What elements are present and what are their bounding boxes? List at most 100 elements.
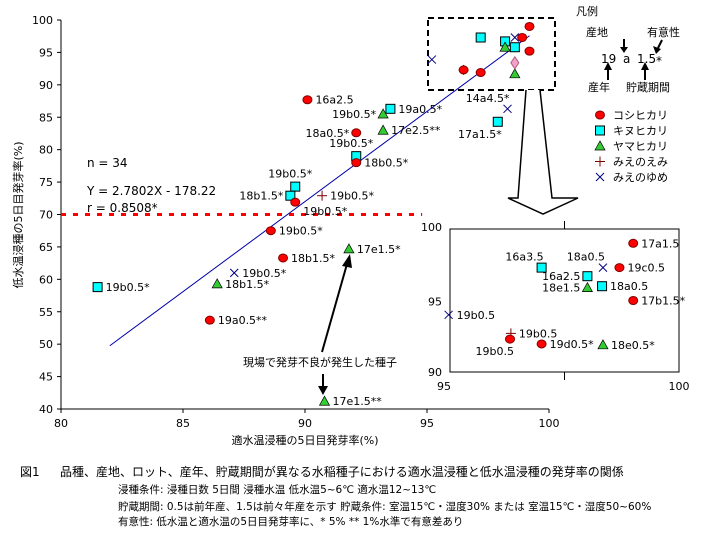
point-label: 18b1.5* (239, 190, 283, 203)
point-label: 16a2.5 (315, 94, 353, 107)
mienoyume-marker (595, 172, 605, 182)
mienoyume-marker (503, 104, 512, 114)
y-tick-label: 40 (39, 403, 53, 416)
inset-data-point: 18a0.5 (567, 251, 608, 272)
data-point: 19b0.5* (265, 225, 323, 238)
legend-title: 凡例 (576, 4, 598, 18)
point-label: 17a1.5 (641, 237, 679, 250)
data-point: 14a4.5* (466, 92, 512, 114)
inset-data-point: 17b1.5* (628, 295, 686, 308)
legend-item-label: ヤマヒカリ (613, 140, 668, 153)
koshihikari-marker (475, 68, 486, 78)
annotation-text: 現場で発芽不良が発生した種子 (243, 355, 397, 369)
point-label: 19b0.5* (268, 168, 312, 181)
legend-item-mienoemi: みえのえみ (595, 156, 668, 169)
koshihikari-marker (536, 339, 547, 349)
koshihikari-marker (524, 46, 535, 56)
yamahikari-marker (594, 140, 606, 151)
caption-figure-number: 図1 (20, 465, 40, 479)
mienoemi-marker (595, 156, 605, 167)
data-point (509, 68, 521, 79)
legend-key-year-label: 産年 (588, 80, 610, 94)
y-tick-label: 70 (39, 209, 53, 222)
data-point: 19b0.5* (317, 190, 375, 203)
x-axis-title: 適水温浸種の5日目発芽率(%) (231, 433, 378, 447)
point-label: 17b1.5* (641, 295, 685, 308)
data-point: 19a0.5* (385, 103, 443, 116)
data-point: 17e1.5** (318, 395, 383, 408)
point-label: 19b0.5* (279, 225, 323, 238)
data-point (524, 21, 535, 31)
inset-data-point: 17a1.5 (628, 237, 679, 250)
regression-line (109, 35, 530, 347)
kinuhikari-marker (595, 125, 605, 136)
data-point (458, 65, 469, 75)
inset-data-point: 19d0.5* (536, 338, 594, 351)
data-point (499, 41, 511, 52)
inset-data-point: 19b0.5 (476, 334, 515, 358)
point-label: 17e1.5** (333, 395, 383, 408)
kinuhikari-marker (385, 103, 396, 114)
kinuhikari-marker (285, 190, 296, 201)
point-label: 18b0.5* (364, 157, 408, 170)
legend-item-label: キヌヒカリ (613, 125, 668, 138)
data-point: 17e1.5* (343, 243, 401, 256)
legend: 凡例 産地 有意性 19 a 1.5 * 産年 貯蔵期間 コシヒカリキヌヒカリヤ… (576, 4, 680, 184)
kinuhikari-marker (475, 32, 486, 43)
inset-data-point: 18a0.5 (597, 280, 648, 293)
koshihikari-marker (351, 128, 362, 138)
koshihikari-marker (524, 21, 535, 31)
zoom-arrow (507, 89, 579, 215)
point-label: 19b0.5* (303, 205, 347, 218)
y-tick-label: 55 (39, 306, 53, 319)
mienoemi-marker (317, 190, 328, 201)
inset-y-tick-label: 90 (428, 366, 442, 379)
legend-item-mienoyume: みえのゆめ (595, 171, 668, 184)
data-point: 19a0.5** (204, 314, 268, 327)
annotation-arrow-up (321, 254, 352, 353)
yamahikari-marker (211, 278, 223, 289)
inset-data-point: 19c0.5 (614, 262, 665, 275)
n-label: n = 34 (87, 156, 128, 170)
data-point: 19b0.5* (229, 267, 287, 280)
legend-item-label: みえのえみ (613, 156, 668, 169)
data-point: 16a2.5 (302, 94, 354, 107)
x-tick-label: 95 (420, 417, 434, 430)
legend-key-arrows (604, 39, 663, 80)
annotation-arrow-down (318, 374, 328, 395)
data-point (517, 33, 528, 43)
y-tick-label: 65 (39, 241, 53, 254)
x-tick-label: 100 (539, 417, 560, 430)
y-tick-label: 75 (39, 176, 53, 189)
point-label: 16a3.5 (505, 251, 543, 264)
yamahikari-marker (597, 339, 609, 350)
point-label: 18e0.5* (611, 339, 655, 352)
data-point (509, 42, 520, 53)
y-tick-label: 85 (39, 111, 53, 124)
legend-item-kinuhikari: キヌヒカリ (595, 125, 668, 138)
legend-key-origin: 産地 (586, 26, 608, 39)
point-label: 19a0.5* (398, 103, 442, 116)
yamahikari-marker (499, 41, 511, 52)
inset-y-tick-label: 95 (428, 296, 442, 309)
data-point (475, 68, 486, 78)
point-label: 17e1.5* (357, 243, 401, 256)
point-label: 19b0.5* (329, 137, 373, 150)
point-label: 17a1.5* (458, 128, 502, 141)
point-label: 19b0.5 (476, 345, 514, 358)
point-label: 18e1.5 (542, 282, 580, 295)
yamahikari-marker (343, 243, 355, 254)
koshihikari-marker (204, 315, 215, 325)
kinuhikari-marker (597, 281, 608, 292)
point-label: 17e2.5** (391, 124, 441, 137)
koshihikari-marker (265, 226, 276, 236)
y-tick-label: 95 (39, 46, 53, 59)
koshihikari-marker (458, 65, 469, 75)
data-point: 19b0.5* (268, 168, 313, 192)
mienoyume-marker (444, 310, 453, 320)
data-point: 19b0.5* (290, 197, 348, 218)
koshihikari-marker (302, 95, 313, 105)
